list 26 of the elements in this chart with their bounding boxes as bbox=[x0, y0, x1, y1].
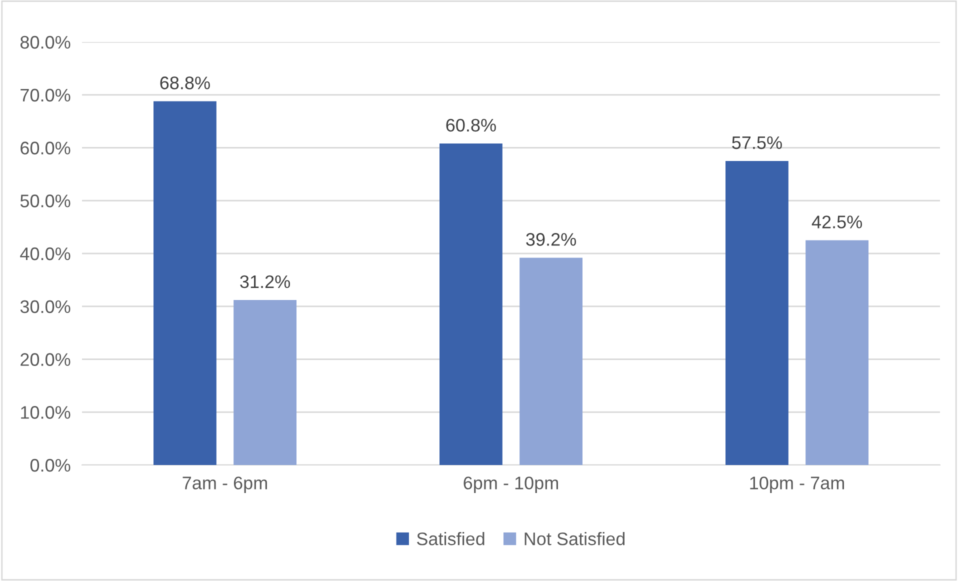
bar bbox=[520, 258, 582, 465]
bar bbox=[726, 160, 788, 465]
x-tick-label: 10pm - 7am bbox=[750, 476, 844, 493]
y-tick-label: 80.0% bbox=[20, 36, 70, 49]
bar bbox=[234, 300, 296, 465]
y-tick-label: 10.0% bbox=[21, 406, 70, 419]
y-tick-label: 20.0% bbox=[20, 353, 70, 366]
y-tick-label: 60.0% bbox=[20, 142, 70, 154]
legend-label: Satisfied bbox=[416, 532, 484, 546]
bar bbox=[154, 101, 216, 465]
data-label: 68.8% bbox=[160, 76, 210, 90]
data-label: 39.2% bbox=[526, 233, 576, 246]
y-tick-label: 0.0% bbox=[30, 458, 70, 472]
legend-label: Not Satisfied bbox=[524, 532, 625, 546]
x-tick-label: 7am - 6pm bbox=[182, 476, 267, 493]
bar bbox=[440, 144, 502, 465]
y-tick-label: 40.0% bbox=[20, 247, 70, 260]
data-label: 42.5% bbox=[812, 216, 862, 228]
data-label: 60.8% bbox=[446, 118, 496, 132]
data-label: 31.2% bbox=[240, 275, 290, 288]
y-tick-label: 30.0% bbox=[20, 300, 70, 314]
bar bbox=[806, 240, 868, 465]
data-label: 57.5% bbox=[732, 136, 782, 150]
x-tick-label: 6pm - 10pm bbox=[464, 476, 558, 493]
y-tick-label: 70.0% bbox=[20, 88, 70, 102]
y-tick-label: 50.0% bbox=[20, 194, 70, 208]
